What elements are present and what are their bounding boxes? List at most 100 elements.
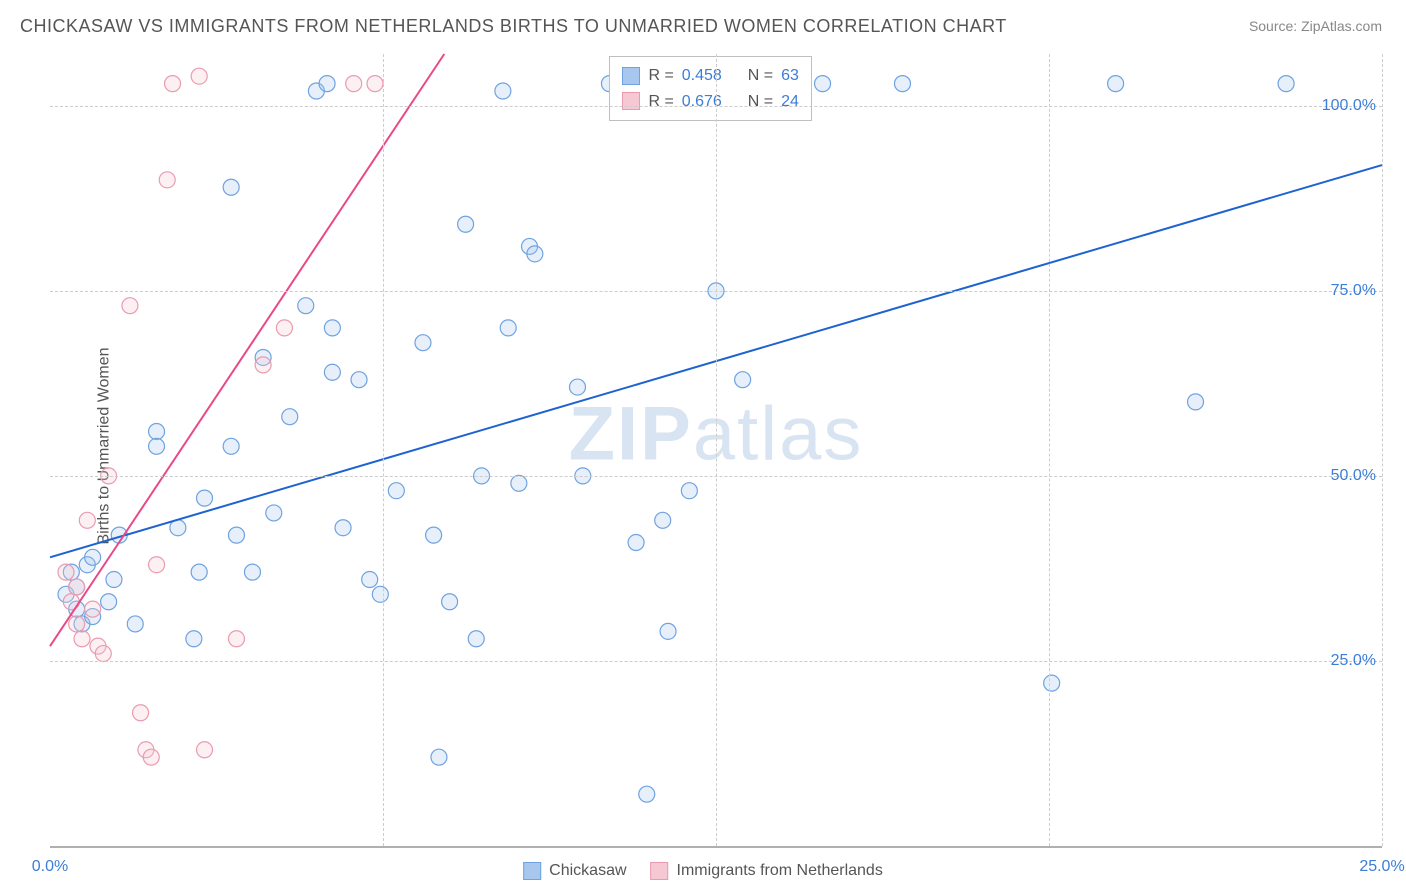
data-point xyxy=(367,76,383,92)
data-point xyxy=(228,631,244,647)
data-point xyxy=(527,246,543,262)
data-point xyxy=(442,594,458,610)
data-point xyxy=(894,76,910,92)
n-value: 24 xyxy=(781,89,799,115)
r-value: 0.458 xyxy=(682,63,730,89)
series-legend: Chickasaw Immigrants from Netherlands xyxy=(523,862,883,880)
data-point xyxy=(143,749,159,765)
data-point xyxy=(511,475,527,491)
trendline xyxy=(50,54,444,646)
data-point xyxy=(58,564,74,580)
data-point xyxy=(282,409,298,425)
data-point xyxy=(1108,76,1124,92)
gridline-x xyxy=(716,54,717,846)
data-point xyxy=(95,646,111,662)
n-value: 63 xyxy=(781,63,799,89)
y-tick-label: 75.0% xyxy=(1331,282,1376,300)
legend-item: Immigrants from Netherlands xyxy=(651,862,883,880)
legend-row: R = 0.676 N = 24 xyxy=(622,89,798,115)
data-point xyxy=(415,335,431,351)
source-attribution: Source: ZipAtlas.com xyxy=(1249,18,1382,34)
legend-row: R = 0.458 N = 63 xyxy=(622,63,798,89)
plot-area: ZIPatlas R =0.458N =63R =0.676N =24 25.0… xyxy=(50,54,1382,848)
data-point xyxy=(335,520,351,536)
data-point xyxy=(149,438,165,454)
data-point xyxy=(122,298,138,314)
data-point xyxy=(735,372,751,388)
data-point xyxy=(1188,394,1204,410)
data-point xyxy=(74,631,90,647)
data-point xyxy=(223,438,239,454)
data-point xyxy=(106,572,122,588)
data-point xyxy=(346,76,362,92)
data-point xyxy=(495,83,511,99)
correlation-legend: R = 0.458 N = 63 R = 0.676 N = 24 xyxy=(609,56,811,121)
data-point xyxy=(500,320,516,336)
data-point xyxy=(1044,675,1060,691)
legend-swatch xyxy=(523,862,541,880)
data-point xyxy=(266,505,282,521)
data-point xyxy=(681,483,697,499)
data-point xyxy=(191,68,207,84)
data-point xyxy=(628,535,644,551)
data-point xyxy=(255,357,271,373)
data-point xyxy=(1278,76,1294,92)
y-tick-label: 100.0% xyxy=(1322,97,1376,115)
x-tick-label: 0.0% xyxy=(32,858,68,876)
data-point xyxy=(388,483,404,499)
data-point xyxy=(197,490,213,506)
data-point xyxy=(351,372,367,388)
data-point xyxy=(197,742,213,758)
data-point xyxy=(276,320,292,336)
data-point xyxy=(85,549,101,565)
data-point xyxy=(127,616,143,632)
r-value: 0.676 xyxy=(682,89,730,115)
n-label: N = xyxy=(748,89,773,115)
data-point xyxy=(362,572,378,588)
data-point xyxy=(244,564,260,580)
data-point xyxy=(228,527,244,543)
legend-label: Chickasaw xyxy=(549,862,626,880)
data-point xyxy=(186,631,202,647)
y-tick-label: 25.0% xyxy=(1331,652,1376,670)
n-label: N = xyxy=(748,63,773,89)
data-point xyxy=(372,586,388,602)
data-point xyxy=(149,557,165,573)
data-point xyxy=(223,179,239,195)
data-point xyxy=(468,631,484,647)
data-point xyxy=(426,527,442,543)
data-point xyxy=(69,616,85,632)
legend-item: Chickasaw xyxy=(523,862,626,880)
data-point xyxy=(324,320,340,336)
data-point xyxy=(149,423,165,439)
legend-label: Immigrants from Netherlands xyxy=(677,862,883,880)
data-point xyxy=(165,76,181,92)
gridline-x xyxy=(1049,54,1050,846)
data-point xyxy=(431,749,447,765)
r-label: R = xyxy=(648,89,673,115)
data-point xyxy=(85,601,101,617)
data-point xyxy=(101,594,117,610)
chart-title: CHICKASAW VS IMMIGRANTS FROM NETHERLANDS… xyxy=(20,16,1007,37)
data-point xyxy=(133,705,149,721)
data-point xyxy=(569,379,585,395)
data-point xyxy=(655,512,671,528)
data-point xyxy=(639,786,655,802)
gridline-x xyxy=(1382,54,1383,846)
data-point xyxy=(69,579,85,595)
legend-swatch xyxy=(651,862,669,880)
legend-swatch xyxy=(622,92,640,110)
data-point xyxy=(319,76,335,92)
gridline-x xyxy=(383,54,384,846)
data-point xyxy=(298,298,314,314)
data-point xyxy=(660,623,676,639)
r-label: R = xyxy=(648,63,673,89)
data-point xyxy=(79,512,95,528)
data-point xyxy=(458,216,474,232)
data-point xyxy=(191,564,207,580)
data-point xyxy=(324,364,340,380)
data-point xyxy=(159,172,175,188)
y-tick-label: 50.0% xyxy=(1331,467,1376,485)
legend-swatch xyxy=(622,67,640,85)
x-tick-label: 25.0% xyxy=(1359,858,1404,876)
